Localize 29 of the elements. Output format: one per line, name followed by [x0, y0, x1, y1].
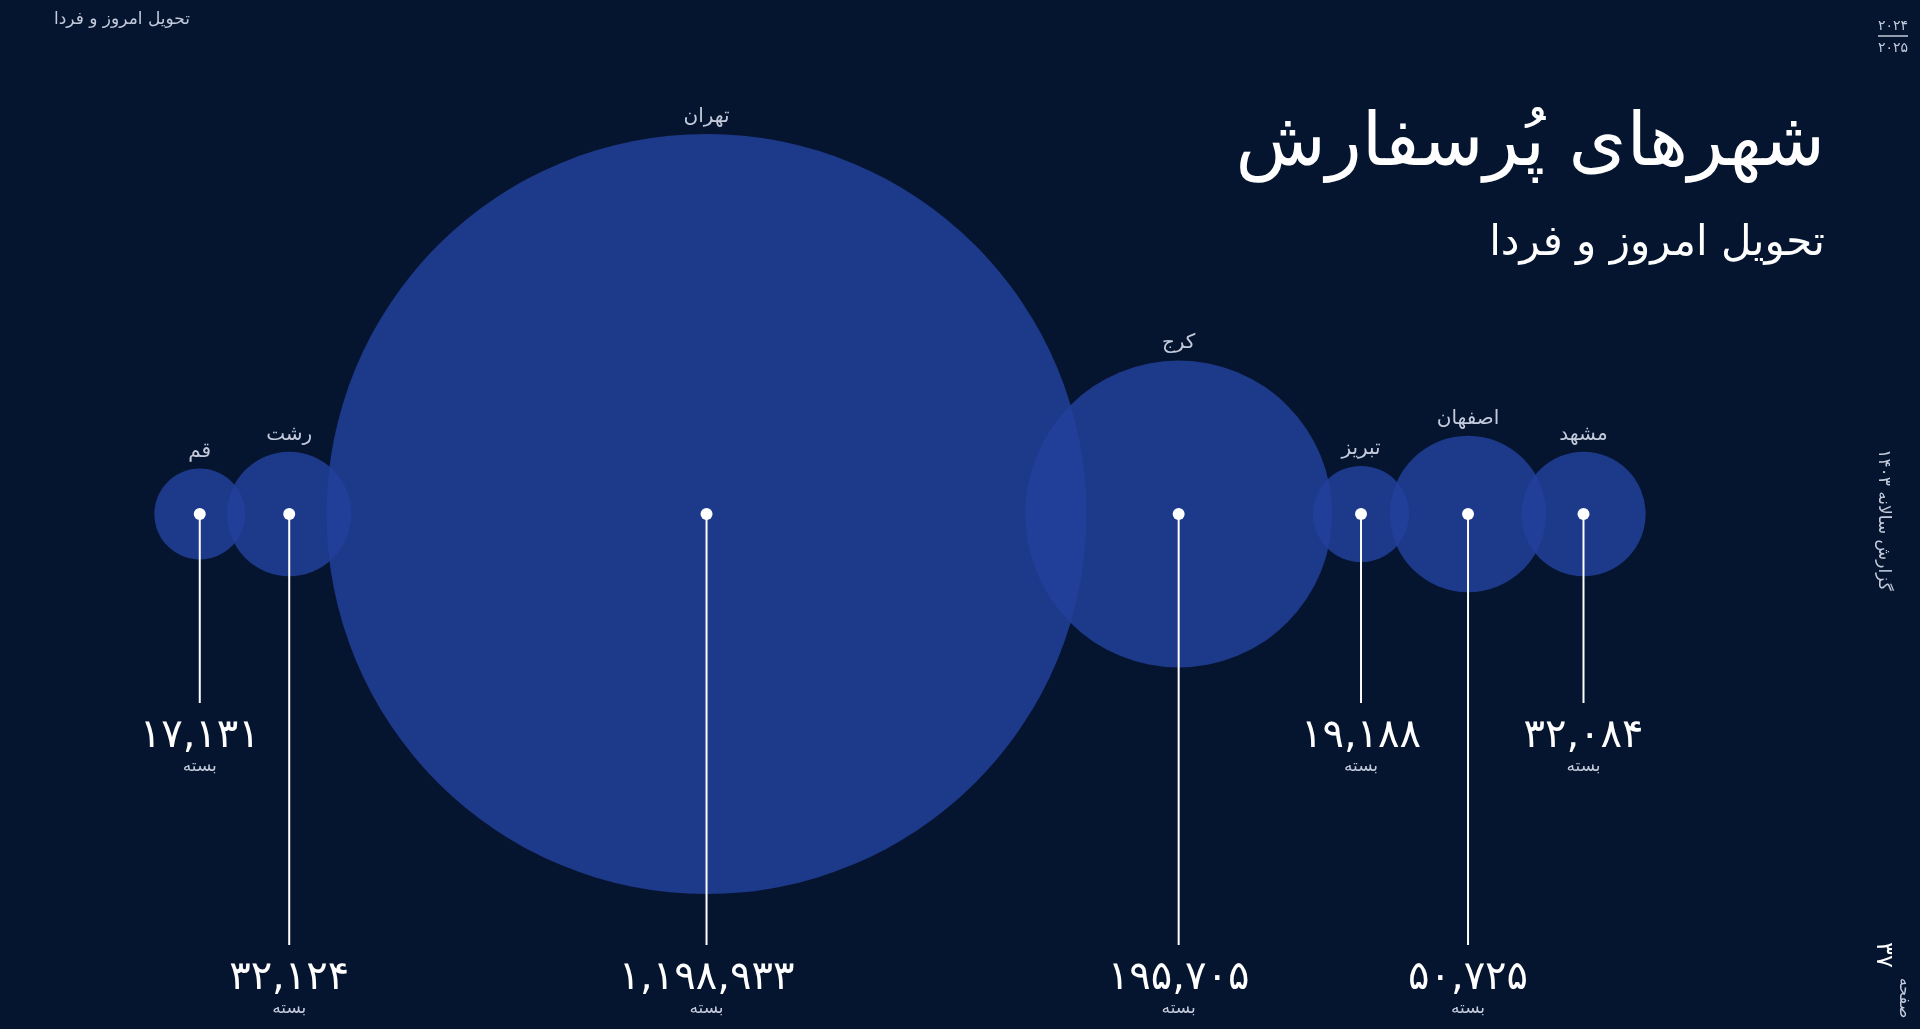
- text: تحویل امروز و فردا: [54, 8, 191, 28]
- data-label: ۳۲,۱۲۴: [229, 952, 350, 998]
- text: بسته: [182, 755, 217, 775]
- category-label: اصفهان: [1436, 404, 1500, 429]
- category-label: قم: [188, 437, 212, 462]
- data-label: ۳۲,۰۸۴: [1523, 710, 1644, 756]
- text: تحویل امروز و فردا: [1489, 216, 1825, 265]
- category-label: مشهد: [1559, 420, 1608, 445]
- data-label: ۱۹۵,۷۰۵: [1107, 952, 1250, 998]
- data-label: ۱۷,۱۳۱: [139, 710, 260, 756]
- text: بسته: [1450, 997, 1486, 1017]
- data-label: ۱,۱۹۸,۹۳۳: [618, 952, 795, 998]
- text: ۲۰۲۵: [1877, 39, 1909, 55]
- category-label: تبریز: [1340, 434, 1381, 459]
- text: بسته: [272, 997, 307, 1017]
- category-label: تهران: [683, 103, 730, 127]
- data-label: ۵۰,۷۲۵: [1407, 952, 1529, 998]
- text: ۳۷: [1871, 942, 1899, 968]
- category-label: کرج: [1161, 329, 1196, 354]
- text: بسته: [1343, 755, 1379, 775]
- text: ۲۰۲۴: [1877, 17, 1909, 33]
- text: شهرهای پُرسفارش: [1235, 96, 1825, 183]
- text: گزارش سالانه ۱۴۰۳: [1875, 449, 1895, 592]
- text: صفحه: [1896, 977, 1915, 1019]
- text: بسته: [1161, 997, 1196, 1017]
- data-label: ۱۹,۱۸۸: [1300, 710, 1422, 756]
- category-label: رشت: [266, 420, 313, 445]
- text: بسته: [1566, 755, 1601, 775]
- text: بسته: [689, 997, 724, 1017]
